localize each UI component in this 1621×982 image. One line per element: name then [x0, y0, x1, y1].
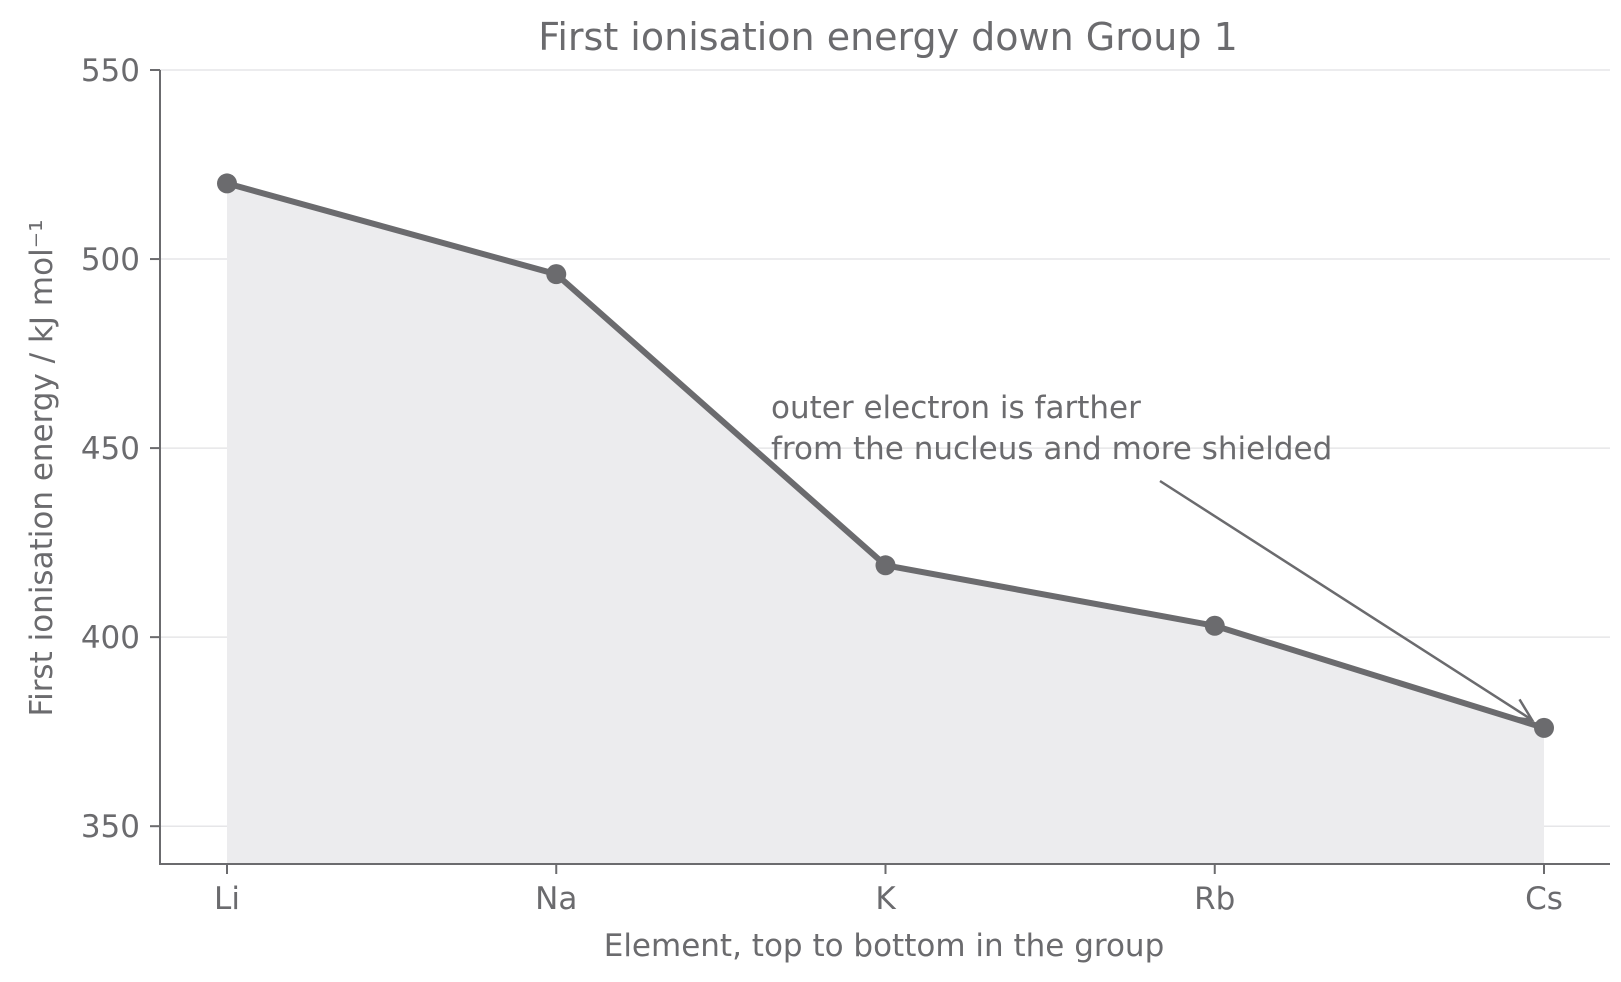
- x-tick-label-li: Li: [214, 881, 240, 917]
- data-point-na: [546, 264, 567, 285]
- y-tick-label-450: 450: [81, 431, 140, 467]
- annotation-line-1: outer electron is farther: [771, 390, 1141, 426]
- annotation: outer electron is farther from the nucle…: [771, 390, 1535, 722]
- y-tick-label-550: 550: [81, 53, 140, 89]
- chart-title: First ionisation energy down Group 1: [538, 15, 1238, 59]
- data-point-rb: [1204, 615, 1225, 636]
- series-area: [227, 183, 1544, 864]
- data-point-k: [875, 555, 896, 576]
- data-point-li: [217, 173, 237, 194]
- axis-lines: [159, 70, 1610, 865]
- annotation-line-2: from the nucleus and more shielded: [771, 431, 1332, 467]
- y-tick-label-400: 400: [81, 620, 140, 656]
- y-axis-label: First ionisation energy / kJ mol⁻¹: [24, 220, 60, 717]
- x-axis-label: Element, top to bottom in the group: [604, 928, 1165, 964]
- y-axis-ticks: 350 400 450 500 550: [81, 53, 160, 845]
- x-axis-ticks: Li Na K Rb Cs: [214, 864, 1563, 917]
- data-points: [217, 173, 1554, 738]
- x-tick-label-k: K: [875, 881, 896, 917]
- y-tick-label-500: 500: [81, 242, 140, 278]
- x-tick-label-rb: Rb: [1194, 881, 1235, 917]
- y-tick-label-350: 350: [81, 809, 140, 845]
- x-tick-label-cs: Cs: [1525, 881, 1563, 917]
- data-point-cs: [1534, 717, 1554, 738]
- x-tick-label-na: Na: [535, 881, 577, 917]
- annotation-arrow: [1159, 479, 1535, 722]
- axes: [159, 70, 1610, 865]
